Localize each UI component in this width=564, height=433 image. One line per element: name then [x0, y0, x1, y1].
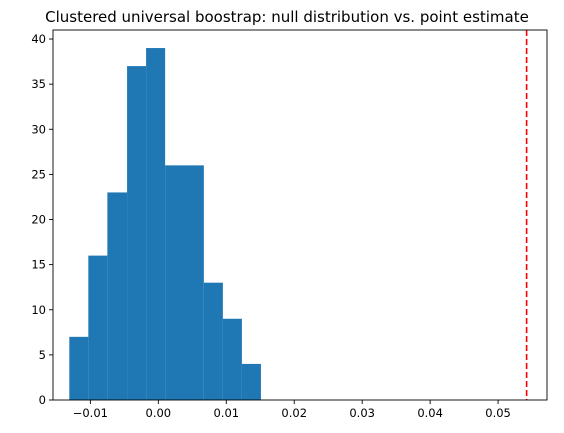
histogram-bar-1	[88, 255, 108, 400]
y-tick-label: 30	[31, 122, 46, 136]
histogram-bar-6	[203, 282, 223, 400]
x-tick-label: 0.04	[417, 406, 443, 420]
x-tick-label: 0.00	[146, 406, 172, 420]
histogram-bar-2	[107, 192, 128, 400]
histogram-bar-5	[165, 165, 204, 400]
histogram-bar-3	[127, 66, 147, 400]
y-tick-label: 15	[31, 258, 46, 272]
y-tick-label: 40	[31, 32, 46, 46]
x-tick-label: −0.01	[73, 406, 108, 420]
histogram-bar-8	[241, 363, 261, 400]
x-tick-label: 0.05	[485, 406, 511, 420]
histogram-bar-7	[222, 318, 242, 400]
x-tick-label: 0.01	[213, 406, 239, 420]
x-tick-label: 0.03	[349, 406, 375, 420]
histogram-bar-4	[146, 48, 166, 401]
y-tick-label: 25	[31, 167, 46, 181]
y-tick-label: 35	[31, 77, 46, 91]
axes-layer	[52, 29, 548, 401]
axes-frame	[52, 29, 548, 401]
y-tick-label: 20	[31, 213, 46, 227]
x-tick-label: 0.02	[281, 406, 307, 420]
y-axis-ticks: 0 5 10 15 20 25 30 35 40	[31, 32, 53, 407]
chart-title: Clustered universal boostrap: null distr…	[45, 8, 529, 26]
y-tick-label: 0	[39, 393, 46, 407]
y-tick-label: 10	[31, 303, 46, 317]
x-axis-ticks: −0.01 0.00 0.01 0.02 0.03 0.04 0.05	[73, 400, 511, 420]
y-tick-label: 5	[39, 348, 46, 362]
bars-layer	[69, 48, 261, 401]
histogram-bar-0	[69, 336, 89, 400]
